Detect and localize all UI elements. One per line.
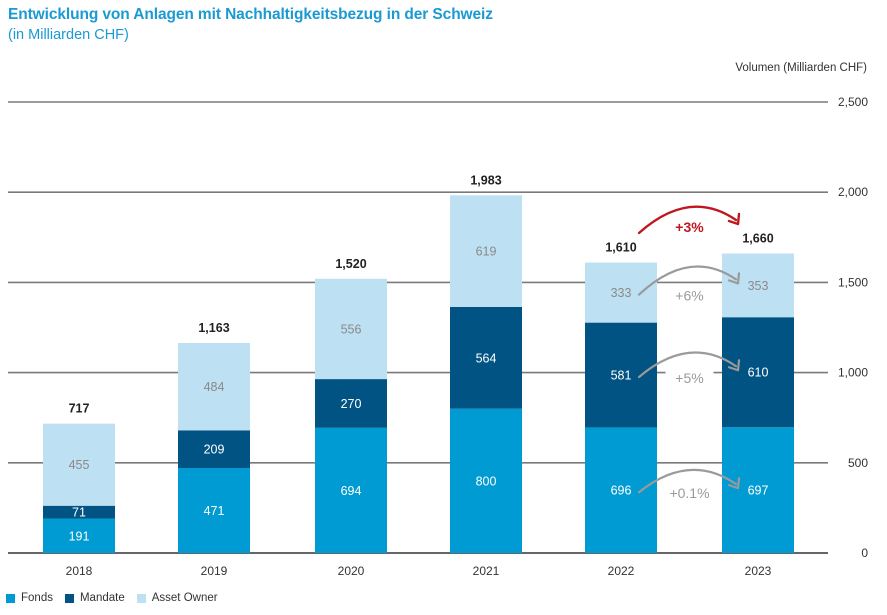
bar-segment-mandate bbox=[722, 317, 794, 428]
legend-label: Mandate bbox=[79, 592, 125, 604]
labels: 0 500 1,000 1,500 2,000 2,500 191 71 455 717 2018 4… bbox=[66, 95, 869, 578]
total-label: 1,660 bbox=[742, 232, 773, 246]
change-arrow bbox=[637, 265, 738, 296]
legend-swatch bbox=[6, 593, 15, 603]
total-label: 1,610 bbox=[605, 241, 636, 255]
bar-segment-asset-owner bbox=[585, 262, 657, 323]
y-tick-label: 1,000 bbox=[838, 366, 868, 380]
y-tick-label: 2,000 bbox=[838, 185, 868, 199]
bar-segment-mandate bbox=[585, 322, 657, 428]
x-tick-label: 2022 bbox=[608, 564, 635, 578]
segment-value-label: 353 bbox=[748, 279, 769, 293]
x-tick-label: 2020 bbox=[338, 564, 365, 578]
segment-value-label: 800 bbox=[476, 474, 497, 488]
segment-value-label: 556 bbox=[341, 322, 362, 336]
segment-value-label: 71 bbox=[72, 506, 86, 520]
gridlines bbox=[8, 101, 828, 554]
segment-value-label: 333 bbox=[611, 286, 632, 300]
chart-title: Entwicklung von Anlagen mit Nachhaltigke… bbox=[8, 6, 493, 23]
segment-value-label: 471 bbox=[204, 504, 225, 518]
segment-value-label: 270 bbox=[341, 397, 362, 411]
bar-segment-asset-owner bbox=[178, 343, 250, 431]
y-tick-label: 500 bbox=[848, 456, 868, 470]
legend-label: Asset Owner bbox=[151, 592, 218, 604]
total-label: 1,163 bbox=[198, 321, 229, 335]
bar-segment-mandate bbox=[450, 306, 522, 409]
change-arrow bbox=[637, 468, 738, 494]
annotation-backdrop bbox=[665, 370, 714, 388]
arrow-head-icon bbox=[727, 212, 741, 226]
x-tick-label: 2019 bbox=[201, 564, 228, 578]
y-tick-label: 1,500 bbox=[838, 275, 868, 289]
segment-value-label: 191 bbox=[69, 529, 90, 543]
change-annotation: +5% bbox=[675, 370, 703, 386]
arrow-head-icon bbox=[727, 272, 741, 285]
y-tick-label: 2,500 bbox=[838, 95, 868, 109]
y-axis-title: Volumen (Milliarden CHF) bbox=[735, 62, 867, 74]
annotation-backdrop bbox=[665, 485, 714, 503]
bar-segment-fonds bbox=[315, 427, 387, 553]
chart-subtitle: (in Milliarden CHF) bbox=[8, 27, 129, 43]
legend-item-mandate: Mandate bbox=[64, 592, 125, 604]
total-label: 1,983 bbox=[470, 173, 501, 187]
segment-value-label: 484 bbox=[204, 380, 225, 394]
total-label: 1,520 bbox=[335, 257, 366, 271]
change-annotation: +0.1% bbox=[669, 485, 709, 501]
bar-segment-asset-owner bbox=[315, 278, 387, 380]
segment-value-label: 581 bbox=[611, 369, 632, 383]
bar-segment-asset-owner bbox=[43, 423, 115, 506]
change-annotation: +6% bbox=[675, 288, 703, 304]
legend-swatch bbox=[136, 593, 146, 603]
bar-segment-mandate bbox=[315, 379, 387, 428]
change-arrow bbox=[637, 205, 738, 235]
bar-segment-mandate bbox=[43, 505, 115, 519]
legend-label: Fonds bbox=[21, 592, 53, 604]
segment-value-label: 564 bbox=[476, 351, 497, 365]
bar-segment-fonds bbox=[722, 427, 794, 553]
bar-segment-asset-owner bbox=[450, 195, 522, 307]
legend: Fonds Mandate Asset Owner bbox=[6, 592, 230, 604]
bar-segment-fonds bbox=[585, 427, 657, 553]
arrow-head-icon bbox=[727, 359, 741, 372]
legend-item-fonds: Fonds bbox=[6, 592, 53, 604]
bars bbox=[43, 195, 794, 553]
x-tick-label: 2021 bbox=[473, 564, 500, 578]
legend-item-asset-owner: Asset Owner bbox=[136, 592, 218, 604]
y-tick-label: 0 bbox=[861, 546, 868, 560]
segment-value-label: 455 bbox=[69, 458, 90, 472]
segment-value-label: 697 bbox=[748, 484, 769, 498]
segment-value-label: 694 bbox=[341, 484, 362, 498]
bar-segment-mandate bbox=[178, 430, 250, 469]
x-tick-label: 2023 bbox=[745, 564, 772, 578]
x-tick-label: 2018 bbox=[66, 564, 93, 578]
annotation-backdrop bbox=[665, 287, 714, 305]
segment-value-label: 209 bbox=[204, 443, 225, 457]
annotations: +3% +6% +5% +0.1% bbox=[637, 205, 741, 503]
bar-segment-fonds bbox=[450, 408, 522, 553]
bar-segment-asset-owner bbox=[722, 253, 794, 318]
bar-segment-fonds bbox=[178, 468, 250, 553]
segment-value-label: 619 bbox=[476, 245, 497, 259]
change-annotation: +3% bbox=[675, 219, 704, 235]
arrow-head-icon bbox=[727, 477, 741, 490]
total-label: 717 bbox=[69, 402, 90, 416]
segment-value-label: 610 bbox=[748, 366, 769, 380]
change-arrow bbox=[637, 351, 738, 379]
segment-value-label: 696 bbox=[611, 484, 632, 498]
bar-segment-fonds bbox=[43, 518, 115, 553]
legend-swatch bbox=[64, 593, 74, 603]
